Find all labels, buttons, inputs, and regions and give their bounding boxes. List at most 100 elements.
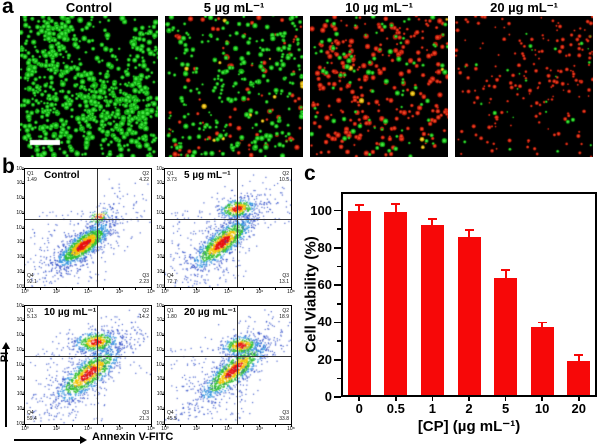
fluorescence-image-4 bbox=[455, 16, 593, 157]
chart-error-bar bbox=[394, 204, 397, 212]
x-tick-label: 0 bbox=[355, 401, 363, 416]
x-tick-label: 10⁰ bbox=[161, 426, 169, 432]
y-tick-label: 10³ bbox=[156, 376, 164, 383]
flow-plot-2: 5 µg mL⁻¹ Q1 3.73 Q2 10.5 Q3 13.1 Q4 72.7 10⁸ 10⁷ 1… bbox=[156, 166, 295, 295]
y-tick-label: 10⁷ bbox=[16, 180, 24, 187]
quadrant-name: Q3 bbox=[282, 410, 289, 416]
pi-axis-arrow-shaft bbox=[5, 349, 7, 427]
y-tick-mark bbox=[162, 423, 165, 425]
flow-plot-title: 10 µg mL⁻¹ bbox=[44, 307, 97, 318]
x-tick-label: 10 bbox=[534, 401, 550, 416]
flow-scatter-canvas bbox=[165, 306, 291, 424]
x-tick-label: 10² bbox=[192, 289, 201, 295]
quadrant-label-q1: Q1 1.80 bbox=[167, 308, 177, 320]
x-tick-label: 10² bbox=[192, 426, 201, 432]
quadrant-value: 72.7 bbox=[167, 279, 177, 285]
quadrant-value: 14.2 bbox=[139, 314, 149, 320]
y-tick-label: 10² bbox=[156, 254, 164, 260]
y-tick-label: 10² bbox=[16, 391, 24, 397]
x-tick-mark bbox=[87, 287, 89, 290]
x-tick-mark bbox=[243, 424, 245, 427]
y-tick-mark bbox=[162, 242, 165, 244]
x-tick-mark bbox=[227, 287, 229, 290]
quadrant-name: Q2 bbox=[142, 308, 149, 314]
y-tick-label: 60 bbox=[317, 277, 332, 293]
quadrant-name: Q1 bbox=[27, 308, 34, 314]
quadrant-value: 3.73 bbox=[167, 177, 177, 183]
y-tick-label: 10⁵ bbox=[156, 209, 164, 216]
y-tick-label: 10⁰ bbox=[16, 283, 24, 290]
x-tick-label: 10⁸ bbox=[287, 426, 295, 432]
y-tick-label: 10⁰ bbox=[156, 420, 164, 427]
chart-error-cap bbox=[501, 269, 511, 272]
y-tick-mark bbox=[22, 198, 25, 199]
x-tick-mark bbox=[431, 397, 434, 401]
y-minor-tick-mark bbox=[337, 228, 341, 231]
x-tick-label: 10⁶ bbox=[115, 289, 124, 295]
y-tick-mark bbox=[22, 227, 25, 229]
y-tick-mark bbox=[22, 286, 25, 288]
y-tick-label: 10⁶ bbox=[16, 195, 24, 201]
chart-bar bbox=[384, 211, 408, 395]
y-tick-label: 10⁶ bbox=[156, 332, 164, 338]
y-tick-label: 10⁰ bbox=[16, 420, 24, 427]
quadrant-label-q1: Q1 3.73 bbox=[167, 171, 177, 183]
x-tick-label: 2 bbox=[465, 401, 473, 416]
y-tick-label: 80 bbox=[317, 239, 332, 255]
quadrant-value: 4.22 bbox=[139, 177, 149, 183]
panel-b-label: b bbox=[2, 155, 15, 178]
x-tick-mark bbox=[24, 287, 26, 290]
fluorescence-image-3 bbox=[310, 16, 448, 157]
fluorescence-image-title: Control bbox=[65, 0, 113, 15]
quadrant-value: 1.80 bbox=[167, 314, 177, 320]
y-tick-mark bbox=[22, 335, 25, 336]
y-tick-label: 10² bbox=[16, 254, 24, 260]
y-tick-mark bbox=[22, 320, 25, 322]
quadrant-label-q2: Q2 4.22 bbox=[139, 171, 149, 183]
x-tick-mark bbox=[274, 424, 276, 427]
x-tick-mark bbox=[394, 397, 397, 401]
x-tick-label: 10² bbox=[52, 289, 61, 295]
flow-scatter-canvas bbox=[165, 169, 291, 287]
y-tick-label: 10⁶ bbox=[156, 195, 164, 201]
y-minor-tick-mark bbox=[337, 377, 341, 380]
flow-plot-3: 10 µg mL⁻¹ Q1 5.13 Q2 14.2 Q3 21.3 Q4 59.4 10⁸ 10⁷… bbox=[16, 303, 155, 432]
panel-a-label: a bbox=[2, 0, 14, 18]
x-tick-label: 10⁰ bbox=[21, 289, 29, 295]
x-tick-mark bbox=[87, 424, 89, 427]
fluorescence-image-1 bbox=[20, 16, 158, 157]
quadrant-label-q2: Q2 18.9 bbox=[279, 308, 289, 320]
quadrant-name: Q3 bbox=[142, 410, 149, 416]
y-tick-label: 10¹ bbox=[16, 268, 24, 275]
chart-error-cap bbox=[464, 229, 474, 232]
y-tick-label: 10⁷ bbox=[156, 317, 164, 324]
y-tick-mark bbox=[162, 271, 165, 273]
x-tick-label: 10⁰ bbox=[21, 426, 29, 432]
quadrant-value: 5.13 bbox=[27, 314, 37, 320]
y-tick-mark bbox=[22, 379, 25, 381]
x-tick-mark bbox=[40, 424, 42, 427]
x-tick-mark bbox=[196, 424, 197, 427]
quadrant-line-horizontal bbox=[25, 218, 151, 220]
y-tick-mark bbox=[162, 320, 165, 322]
y-tick-label: 10² bbox=[156, 391, 164, 397]
x-tick-label: 10⁶ bbox=[255, 289, 264, 295]
y-tick-mark bbox=[22, 257, 25, 258]
y-tick-mark bbox=[162, 394, 165, 395]
quadrant-value: 21.3 bbox=[139, 416, 149, 422]
y-tick-label: 10⁸ bbox=[16, 302, 24, 309]
y-tick-label: 10⁸ bbox=[156, 165, 164, 172]
y-tick-mark bbox=[22, 394, 25, 395]
chart-bar bbox=[457, 236, 481, 395]
flow-plot-1: Control Q1 1.49 Q2 4.22 Q3 2.23 Q4 92.1 10⁸ 10⁷ 10⁶… bbox=[16, 166, 155, 295]
x-tick-mark bbox=[134, 287, 136, 290]
x-tick-label: 10⁸ bbox=[147, 426, 155, 432]
x-tick-mark bbox=[119, 424, 120, 427]
y-tick-label: 10⁶ bbox=[16, 332, 24, 338]
x-tick-mark bbox=[290, 424, 292, 427]
quadrant-value: 13.1 bbox=[279, 279, 289, 285]
flow-plot-title: Control bbox=[44, 170, 80, 181]
y-tick-mark bbox=[22, 242, 25, 244]
x-tick-mark bbox=[227, 424, 229, 427]
